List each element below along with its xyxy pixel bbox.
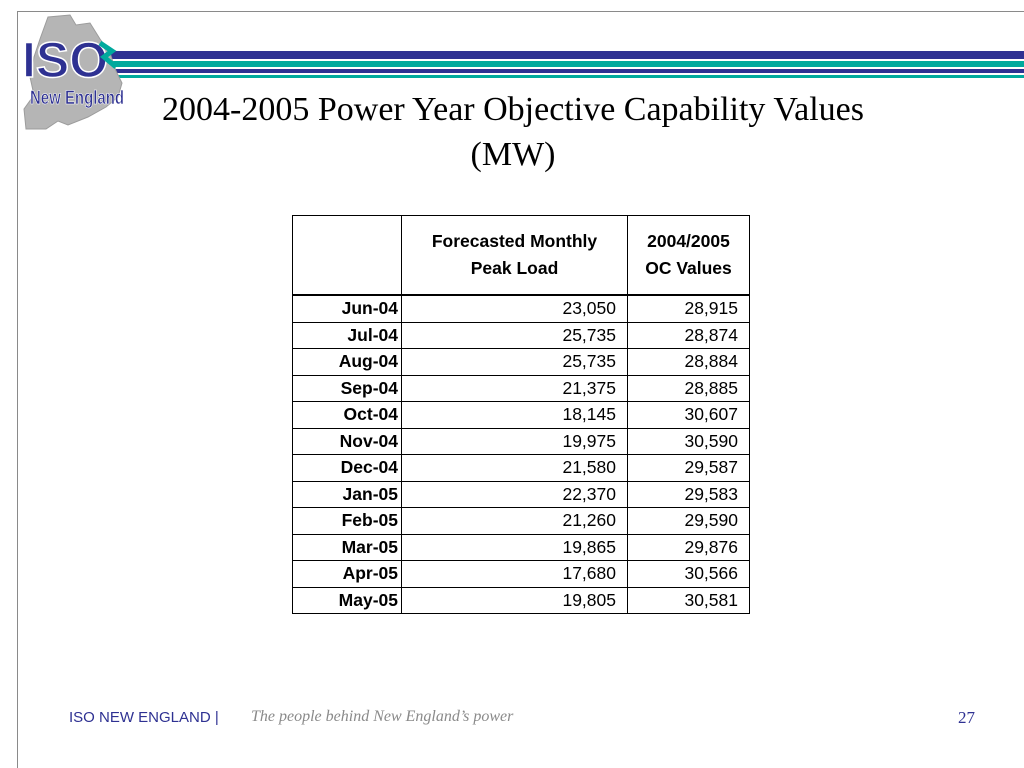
oc-values-table: Forecasted Monthly Peak Load 2004/2005 O…: [292, 215, 750, 614]
table-row: Oct-04 18,145 30,607: [292, 401, 750, 429]
header-line: Forecasted Monthly: [431, 231, 598, 251]
month-cell: Nov-04: [292, 427, 402, 455]
table-header-row: Forecasted Monthly Peak Load 2004/2005 O…: [292, 215, 750, 296]
month-cell: May-05: [292, 586, 402, 614]
slide-frame-top: [17, 11, 1024, 12]
peak-load-cell: 25,735: [401, 348, 628, 376]
oc-value-cell: 30,607: [627, 401, 750, 429]
month-cell: Apr-05: [292, 560, 402, 588]
month-cell: Oct-04: [292, 401, 402, 429]
oc-value-cell: 28,874: [627, 321, 750, 349]
footer-org-name: ISO NEW ENGLAND |: [69, 709, 219, 726]
peak-load-cell: 19,805: [401, 586, 628, 614]
oc-value-cell: 29,583: [627, 480, 750, 508]
peak-load-cell: 18,145: [401, 401, 628, 429]
month-cell: Sep-04: [292, 374, 402, 402]
table-row: Nov-04 19,975 30,590: [292, 427, 750, 455]
oc-value-cell: 30,581: [627, 586, 750, 614]
header-stripe: [60, 69, 1024, 73]
slide-frame-left: [17, 11, 18, 768]
header-stripe: [60, 61, 1024, 67]
oc-value-cell: 30,590: [627, 427, 750, 455]
month-cell: Jul-04: [292, 321, 402, 349]
slide-title: 2004-2005 Power Year Objective Capabilit…: [90, 87, 936, 177]
oc-value-cell: 29,876: [627, 533, 750, 561]
peak-load-cell: 22,370: [401, 480, 628, 508]
title-line: 2004-2005 Power Year Objective Capabilit…: [162, 91, 864, 128]
header-stripe: [60, 75, 1024, 78]
oc-value-cell: 29,590: [627, 507, 750, 535]
peak-load-cell: 19,865: [401, 533, 628, 561]
table-row: Apr-05 17,680 30,566: [292, 560, 750, 588]
table-row: Feb-05 21,260 29,590: [292, 507, 750, 535]
peak-load-cell: 21,375: [401, 374, 628, 402]
month-cell: Dec-04: [292, 454, 402, 482]
table-row: Sep-04 21,375 28,885: [292, 374, 750, 402]
oc-value-cell: 28,885: [627, 374, 750, 402]
month-cell: Jun-04: [292, 294, 402, 323]
table-row: Mar-05 19,865 29,876: [292, 533, 750, 561]
logo-top-text: ISO: [22, 32, 108, 88]
month-cell: Aug-04: [292, 348, 402, 376]
oc-value-cell: 30,566: [627, 560, 750, 588]
table-row: Aug-04 25,735 28,884: [292, 348, 750, 376]
header-line: 2004/2005: [647, 231, 730, 251]
month-cell: Feb-05: [292, 507, 402, 535]
peak-load-cell: 23,050: [401, 294, 628, 323]
oc-value-cell: 29,587: [627, 454, 750, 482]
month-cell: Jan-05: [292, 480, 402, 508]
peak-load-cell: 19,975: [401, 427, 628, 455]
table-row: May-05 19,805 30,581: [292, 586, 750, 614]
oc-value-cell: 28,915: [627, 294, 750, 323]
month-cell: Mar-05: [292, 533, 402, 561]
logo-bottom-text: New England: [30, 88, 124, 109]
peak-load-header: Forecasted Monthly Peak Load: [401, 215, 628, 296]
header-line: Peak Load: [470, 258, 559, 278]
peak-load-cell: 21,260: [401, 507, 628, 535]
oc-values-header: 2004/2005 OC Values: [627, 215, 750, 296]
peak-load-cell: 21,580: [401, 454, 628, 482]
title-line: (MW): [470, 136, 556, 173]
table-row: Jan-05 22,370 29,583: [292, 480, 750, 508]
header-stripe: [60, 51, 1024, 59]
table-row: Dec-04 21,580 29,587: [292, 454, 750, 482]
table-row: Jul-04 25,735 28,874: [292, 321, 750, 349]
iso-new-england-logo: ISO New England: [21, 14, 124, 130]
header-line: OC Values: [645, 258, 732, 278]
table-row: Jun-04 23,050 28,915: [292, 294, 750, 323]
page-number: 27: [958, 708, 975, 727]
oc-value-cell: 28,884: [627, 348, 750, 376]
peak-load-cell: 25,735: [401, 321, 628, 349]
month-header: [292, 215, 402, 296]
peak-load-cell: 17,680: [401, 560, 628, 588]
footer-tagline: The people behind New England’s power: [251, 708, 514, 725]
